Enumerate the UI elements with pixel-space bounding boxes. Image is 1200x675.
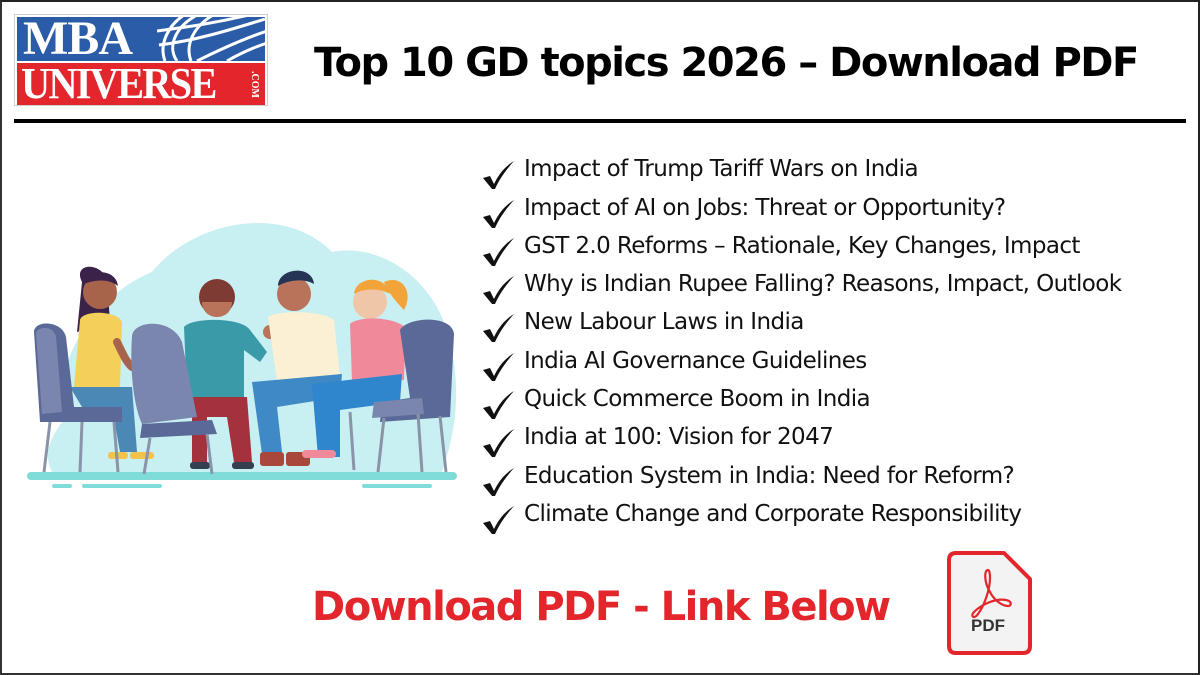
- checkmark-icon: [483, 467, 514, 496]
- list-item: India at 100: Vision for 2047: [480, 420, 1200, 458]
- checkmark-icon: [483, 161, 514, 190]
- list-item: Quick Commerce Boom in India: [480, 382, 1200, 420]
- acrobat-logo-icon: [971, 568, 1012, 619]
- person-woman-left: [70, 266, 154, 459]
- logo-red-band: UNIVERSE .COM: [17, 63, 265, 105]
- list-item: New Labour Laws in India: [480, 305, 1200, 343]
- checkmark-icon: [483, 429, 514, 458]
- list-item: Why is Indian Rupee Falling? Reasons, Im…: [480, 267, 1200, 305]
- topic-label: India at 100: Vision for 2047: [524, 424, 834, 451]
- logo-blue-band: MBA: [17, 17, 265, 61]
- chair-middle: [131, 323, 217, 475]
- header-divider: [14, 119, 1186, 123]
- topic-label: GST 2.0 Reforms – Rationale, Key Changes…: [524, 232, 1080, 259]
- logo-text-universe: UNIVERSE: [21, 63, 217, 105]
- mba-universe-logo[interactable]: MBA UNIVERSE .COM: [14, 14, 268, 106]
- topic-label: New Labour Laws in India: [524, 309, 804, 336]
- checkmark-icon: [483, 314, 514, 343]
- checkmark-icon: [483, 391, 514, 420]
- topic-label: Quick Commerce Boom in India: [524, 386, 871, 413]
- globe-icon: [157, 17, 265, 61]
- list-item: Education System in India: Need for Refo…: [480, 458, 1200, 496]
- checkmark-icon: [483, 505, 514, 534]
- checkmark-icon: [483, 237, 514, 266]
- list-item: Impact of Trump Tariff Wars on India: [480, 152, 1200, 190]
- pdf-label: PDF: [971, 616, 1005, 635]
- list-item: Impact of AI on Jobs: Threat or Opportun…: [480, 190, 1200, 228]
- topic-label: Education System in India: Need for Refo…: [524, 462, 1015, 489]
- topic-label: Impact of AI on Jobs: Threat or Opportun…: [524, 194, 1006, 221]
- pdf-file-icon: [947, 551, 1032, 655]
- list-item: GST 2.0 Reforms – Rationale, Key Changes…: [480, 229, 1200, 267]
- pdf-file-button[interactable]: PDF: [946, 550, 1036, 656]
- checkmark-icon: [483, 352, 514, 381]
- chair-right: [372, 319, 454, 473]
- logo-text-dotcom: .COM: [249, 70, 260, 98]
- topic-label: Impact of Trump Tariff Wars on India: [524, 156, 919, 183]
- checkmark-icon: [483, 276, 514, 305]
- checkmark-icon: [483, 199, 514, 228]
- logo-text-mba: MBA: [23, 17, 133, 61]
- chair-left: [34, 323, 122, 473]
- page-title: Top 10 GD topics 2026 – Download PDF: [314, 40, 1139, 86]
- topic-label: India AI Governance Guidelines: [524, 347, 867, 374]
- group-discussion-illustration: [27, 223, 457, 488]
- list-item: India AI Governance Guidelines: [480, 343, 1200, 381]
- topic-label: Why is Indian Rupee Falling? Reasons, Im…: [524, 271, 1122, 298]
- topic-label: Climate Change and Corporate Responsibil…: [524, 500, 1022, 527]
- gd-topics-list: Impact of Trump Tariff Wars on India Imp…: [480, 152, 1200, 535]
- download-pdf-cta[interactable]: Download PDF - Link Below: [312, 584, 891, 630]
- person-woman-right: [302, 279, 408, 458]
- list-item: Climate Change and Corporate Responsibil…: [480, 497, 1200, 535]
